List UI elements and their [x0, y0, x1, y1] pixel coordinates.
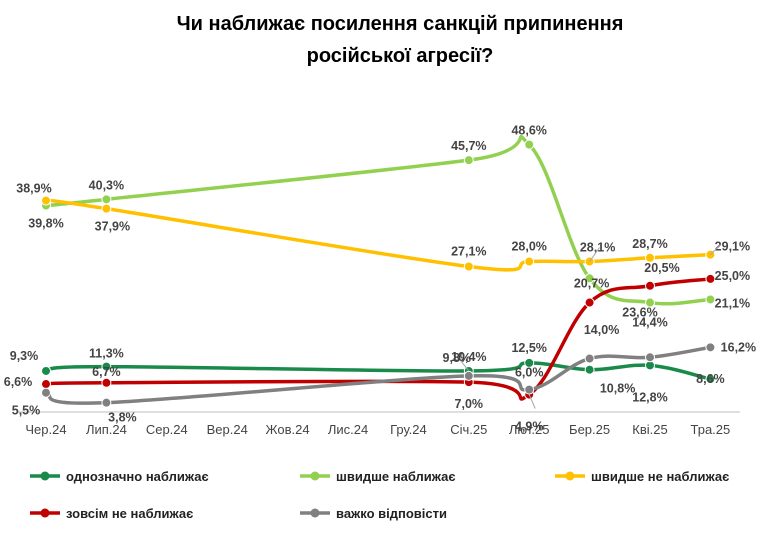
x-tick-label: Кві.25 — [632, 422, 667, 437]
data-label: 14,4% — [632, 316, 667, 330]
data-labels: 9,3% 11,3% 10,4% 12,5% 12,8% 8,6% 39,8% 40,3% 45… — [4, 124, 756, 434]
legend-swatch-marker — [565, 471, 575, 481]
data-label: 29,1% — [715, 240, 750, 254]
data-label: 4,9% — [515, 420, 544, 434]
series-point-3 — [584, 297, 595, 308]
chart-title-line2: російської агресії? — [307, 45, 494, 67]
series-point-2 — [524, 256, 535, 267]
leader-line — [710, 244, 721, 256]
series-point-4 — [41, 387, 51, 398]
data-label: 39,8% — [28, 217, 63, 231]
series-point-3 — [645, 280, 655, 291]
series-point-1 — [705, 294, 716, 305]
data-label: 48,6% — [511, 124, 546, 138]
leader-line — [460, 360, 470, 372]
series-point-1 — [524, 139, 535, 150]
data-label: 8,6% — [696, 372, 725, 386]
legend: однозначно наближає швидше наближає швидше… — [30, 469, 729, 521]
data-label: 14,0% — [584, 323, 619, 337]
series-point-0 — [101, 361, 112, 372]
series-line-0 — [44, 361, 713, 381]
series-point-4 — [524, 384, 535, 395]
legend-swatch-marker — [310, 471, 320, 481]
series-point-2 — [645, 252, 655, 263]
legend-label: важко відповісти — [336, 506, 447, 521]
series-point-2 — [101, 203, 112, 214]
data-label: 25,0% — [715, 269, 750, 283]
series-lines — [41, 135, 716, 408]
data-label: 11,3% — [89, 347, 124, 361]
series-point-4 — [705, 342, 716, 353]
legend-label: однозначно наближає — [66, 469, 209, 484]
data-label: 38,9% — [16, 182, 51, 196]
legend-label: швидше наближає — [336, 469, 456, 484]
series-point-0 — [41, 365, 51, 376]
data-label: 20,7% — [574, 277, 609, 291]
x-tick-label: Тра.25 — [691, 422, 731, 437]
series-line-2 — [44, 198, 713, 272]
series-point-1 — [101, 194, 112, 205]
x-tick-label: Січ.25 — [450, 422, 487, 437]
x-tick-label: Жов.24 — [266, 422, 310, 437]
x-tick-label: Лис.24 — [328, 422, 368, 437]
data-label: 20,5% — [644, 261, 679, 275]
data-label: 10,8% — [600, 382, 635, 396]
legend-label: швидше не наближає — [591, 469, 729, 484]
data-label: 12,5% — [511, 341, 546, 355]
legend-label: зовсім не наближає — [66, 506, 193, 521]
data-label: 27,1% — [451, 244, 486, 258]
legend-swatch-marker — [40, 508, 50, 518]
data-label: 3,8% — [108, 411, 137, 425]
x-tick-label: Лют.25 — [509, 422, 550, 437]
data-label: 28,0% — [511, 240, 546, 254]
x-tick-label: Лип.24 — [86, 422, 127, 437]
data-label: 12,8% — [632, 390, 667, 404]
series-point-3 — [705, 273, 716, 284]
data-label: 7,0% — [455, 397, 484, 411]
data-label: 9,8% — [443, 351, 472, 365]
x-tick-label: Вер.24 — [207, 422, 248, 437]
data-label: 45,7% — [451, 139, 486, 153]
series-point-4 — [101, 397, 112, 408]
data-label: 6,6% — [4, 375, 33, 389]
series-point-4 — [645, 352, 655, 363]
leader-line — [589, 247, 601, 262]
data-label: 6,7% — [92, 365, 121, 379]
x-tick-label: Чер.24 — [25, 422, 66, 437]
chart-title-line1: Чи наближає посилення санкцій припинення — [177, 13, 624, 35]
series-point-4 — [584, 353, 595, 364]
legend-swatch-marker — [40, 471, 50, 481]
data-label: 40,3% — [89, 178, 124, 192]
series-point-0 — [584, 364, 595, 375]
data-label: 28,7% — [632, 237, 667, 251]
series-point-1 — [584, 273, 595, 284]
x-tick-labels: Чер.24 Лип.24 Сер.24 Вер.24 Жов.24 Лис.24 Гру.… — [25, 422, 730, 437]
x-tick-label: Гру.24 — [390, 422, 427, 437]
x-tick-label: Бер.25 — [569, 422, 610, 437]
data-label: 10,4% — [451, 350, 486, 364]
series-line-1 — [44, 135, 713, 306]
series-point-1 — [645, 297, 655, 308]
data-label: 5,5% — [12, 404, 41, 418]
series-point-0 — [705, 374, 716, 385]
series-point-1 — [463, 155, 474, 166]
data-label: 23,6% — [622, 305, 657, 319]
series-point-0 — [524, 357, 535, 368]
data-label: 28,1% — [580, 241, 615, 255]
leader-line — [528, 394, 536, 409]
x-tick-label: Сер.24 — [146, 422, 188, 437]
data-label: 21,1% — [715, 296, 750, 310]
legend-swatch-marker — [310, 508, 320, 518]
data-label: 9,3% — [10, 349, 39, 363]
series-point-2 — [41, 195, 51, 206]
data-label: 16,2% — [721, 340, 756, 354]
series-point-3 — [41, 379, 51, 390]
series-point-3 — [101, 377, 112, 388]
data-label: 6,0% — [515, 366, 544, 380]
series-point-4 — [463, 370, 474, 381]
series-point-2 — [463, 261, 474, 272]
data-label: 37,9% — [95, 220, 130, 234]
